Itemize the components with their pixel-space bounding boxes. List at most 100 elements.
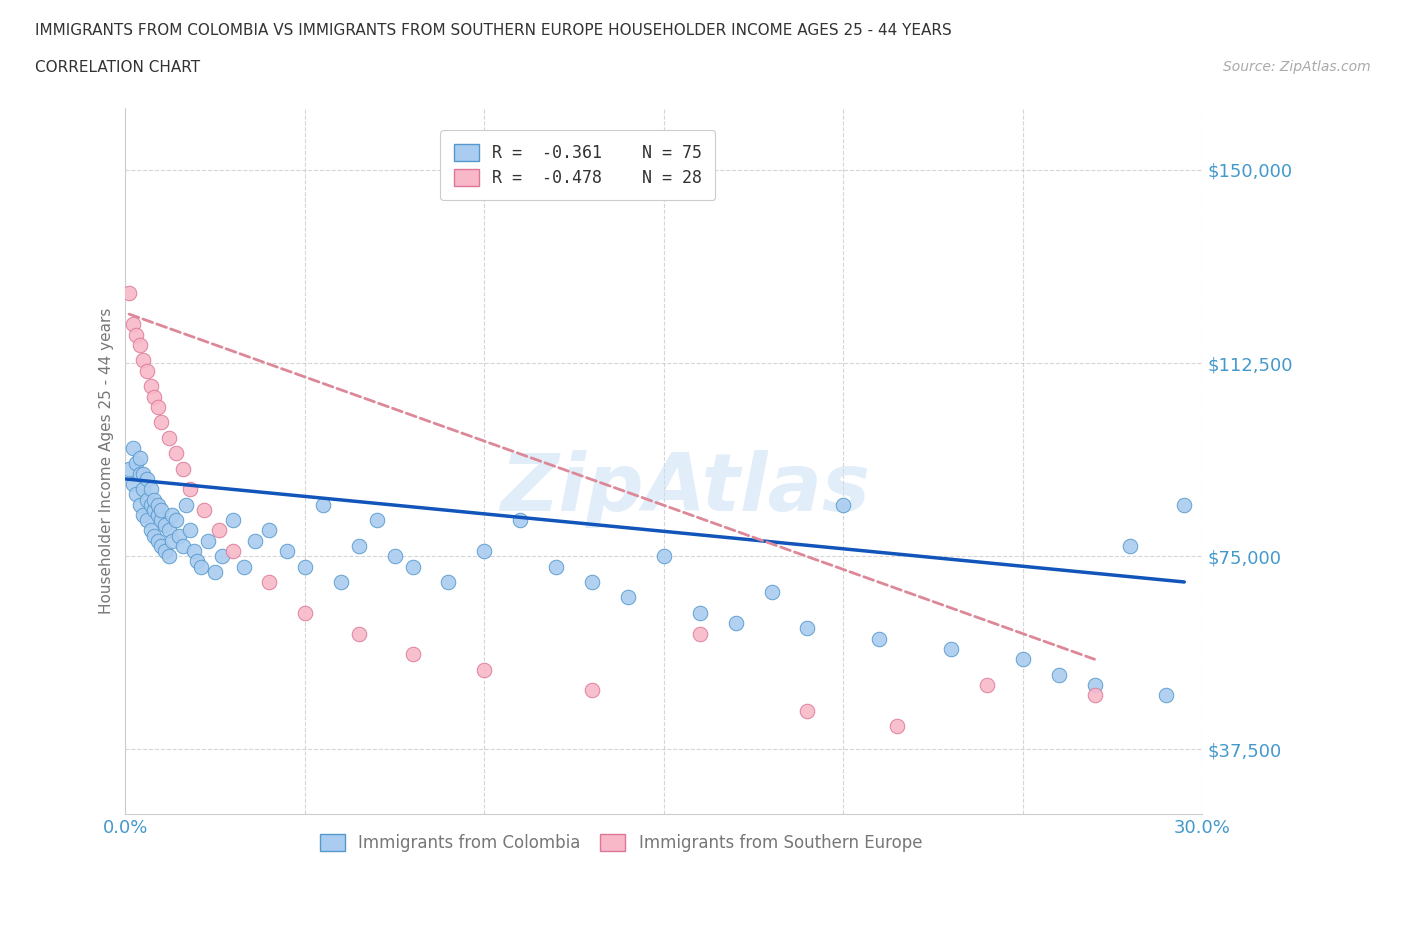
Point [150, 415, 173, 430]
Legend: Immigrants from Colombia, Immigrants from Southern Europe: Immigrants from Colombia, Immigrants fro… [314, 827, 929, 858]
Point [384, 549, 406, 564]
Point [143, 492, 166, 507]
Point [172, 461, 194, 476]
Point [1119, 538, 1142, 553]
Point [136, 472, 159, 486]
Point [146, 533, 169, 548]
Point [724, 616, 747, 631]
Point [132, 466, 155, 481]
Point [132, 482, 155, 497]
Point [222, 512, 245, 527]
Point [401, 559, 423, 574]
Point [172, 538, 194, 553]
Point [190, 559, 212, 574]
Point [257, 523, 280, 538]
Point [1047, 668, 1070, 683]
Point [232, 559, 254, 574]
Point [581, 683, 603, 698]
Point [832, 498, 855, 512]
Point [143, 389, 166, 404]
Point [176, 498, 198, 512]
Point [1173, 498, 1195, 512]
Point [125, 487, 148, 502]
Point [366, 512, 388, 527]
Point [689, 626, 711, 641]
Point [146, 508, 169, 523]
Point [474, 544, 496, 559]
Point [347, 626, 370, 641]
Point [132, 353, 155, 368]
Point [546, 559, 568, 574]
Point [193, 502, 215, 517]
Point [761, 585, 783, 600]
Point [157, 523, 180, 538]
Text: IMMIGRANTS FROM COLOMBIA VS IMMIGRANTS FROM SOUTHERN EUROPE HOUSEHOLDER INCOME A: IMMIGRANTS FROM COLOMBIA VS IMMIGRANTS F… [35, 23, 952, 38]
Point [276, 544, 298, 559]
Point [689, 605, 711, 620]
Point [1156, 688, 1178, 703]
Point [125, 456, 148, 471]
Point [128, 338, 150, 352]
Point [118, 461, 141, 476]
Text: Source: ZipAtlas.com: Source: ZipAtlas.com [1223, 60, 1371, 74]
Point [143, 528, 166, 543]
Point [169, 528, 191, 543]
Point [128, 498, 150, 512]
Point [118, 286, 141, 301]
Point [347, 538, 370, 553]
Point [136, 364, 159, 379]
Point [617, 590, 640, 604]
Point [294, 605, 316, 620]
Point [136, 512, 159, 527]
Point [146, 399, 169, 414]
Point [509, 512, 531, 527]
Point [179, 523, 201, 538]
Point [150, 538, 173, 553]
Point [160, 533, 183, 548]
Point [329, 575, 352, 590]
Point [150, 512, 173, 527]
Point [257, 575, 280, 590]
Point [312, 498, 335, 512]
Point [121, 317, 143, 332]
Point [222, 544, 245, 559]
Point [208, 523, 231, 538]
Point [121, 477, 143, 492]
Point [160, 508, 183, 523]
Point [125, 327, 148, 342]
Point [165, 512, 187, 527]
Text: ZipAtlas: ZipAtlas [501, 450, 870, 528]
Point [939, 642, 962, 657]
Point [474, 662, 496, 677]
Point [179, 482, 201, 497]
Point [796, 703, 818, 718]
Point [139, 379, 162, 393]
Point [150, 502, 173, 517]
Point [1083, 678, 1105, 693]
Point [437, 575, 460, 590]
Y-axis label: Householder Income Ages 25 - 44 years: Householder Income Ages 25 - 44 years [100, 308, 114, 614]
Point [1083, 688, 1105, 703]
Point [128, 466, 150, 481]
Point [294, 559, 316, 574]
Point [197, 533, 219, 548]
Point [143, 502, 166, 517]
Point [652, 549, 675, 564]
Text: CORRELATION CHART: CORRELATION CHART [35, 60, 200, 75]
Point [211, 549, 233, 564]
Point [153, 518, 176, 533]
Point [976, 678, 998, 693]
Point [136, 492, 159, 507]
Point [157, 431, 180, 445]
Point [796, 621, 818, 636]
Point [157, 549, 180, 564]
Point [243, 533, 266, 548]
Point [139, 523, 162, 538]
Point [132, 508, 155, 523]
Point [186, 554, 208, 569]
Point [153, 544, 176, 559]
Point [401, 646, 423, 661]
Point [868, 631, 890, 646]
Point [183, 544, 205, 559]
Point [139, 498, 162, 512]
